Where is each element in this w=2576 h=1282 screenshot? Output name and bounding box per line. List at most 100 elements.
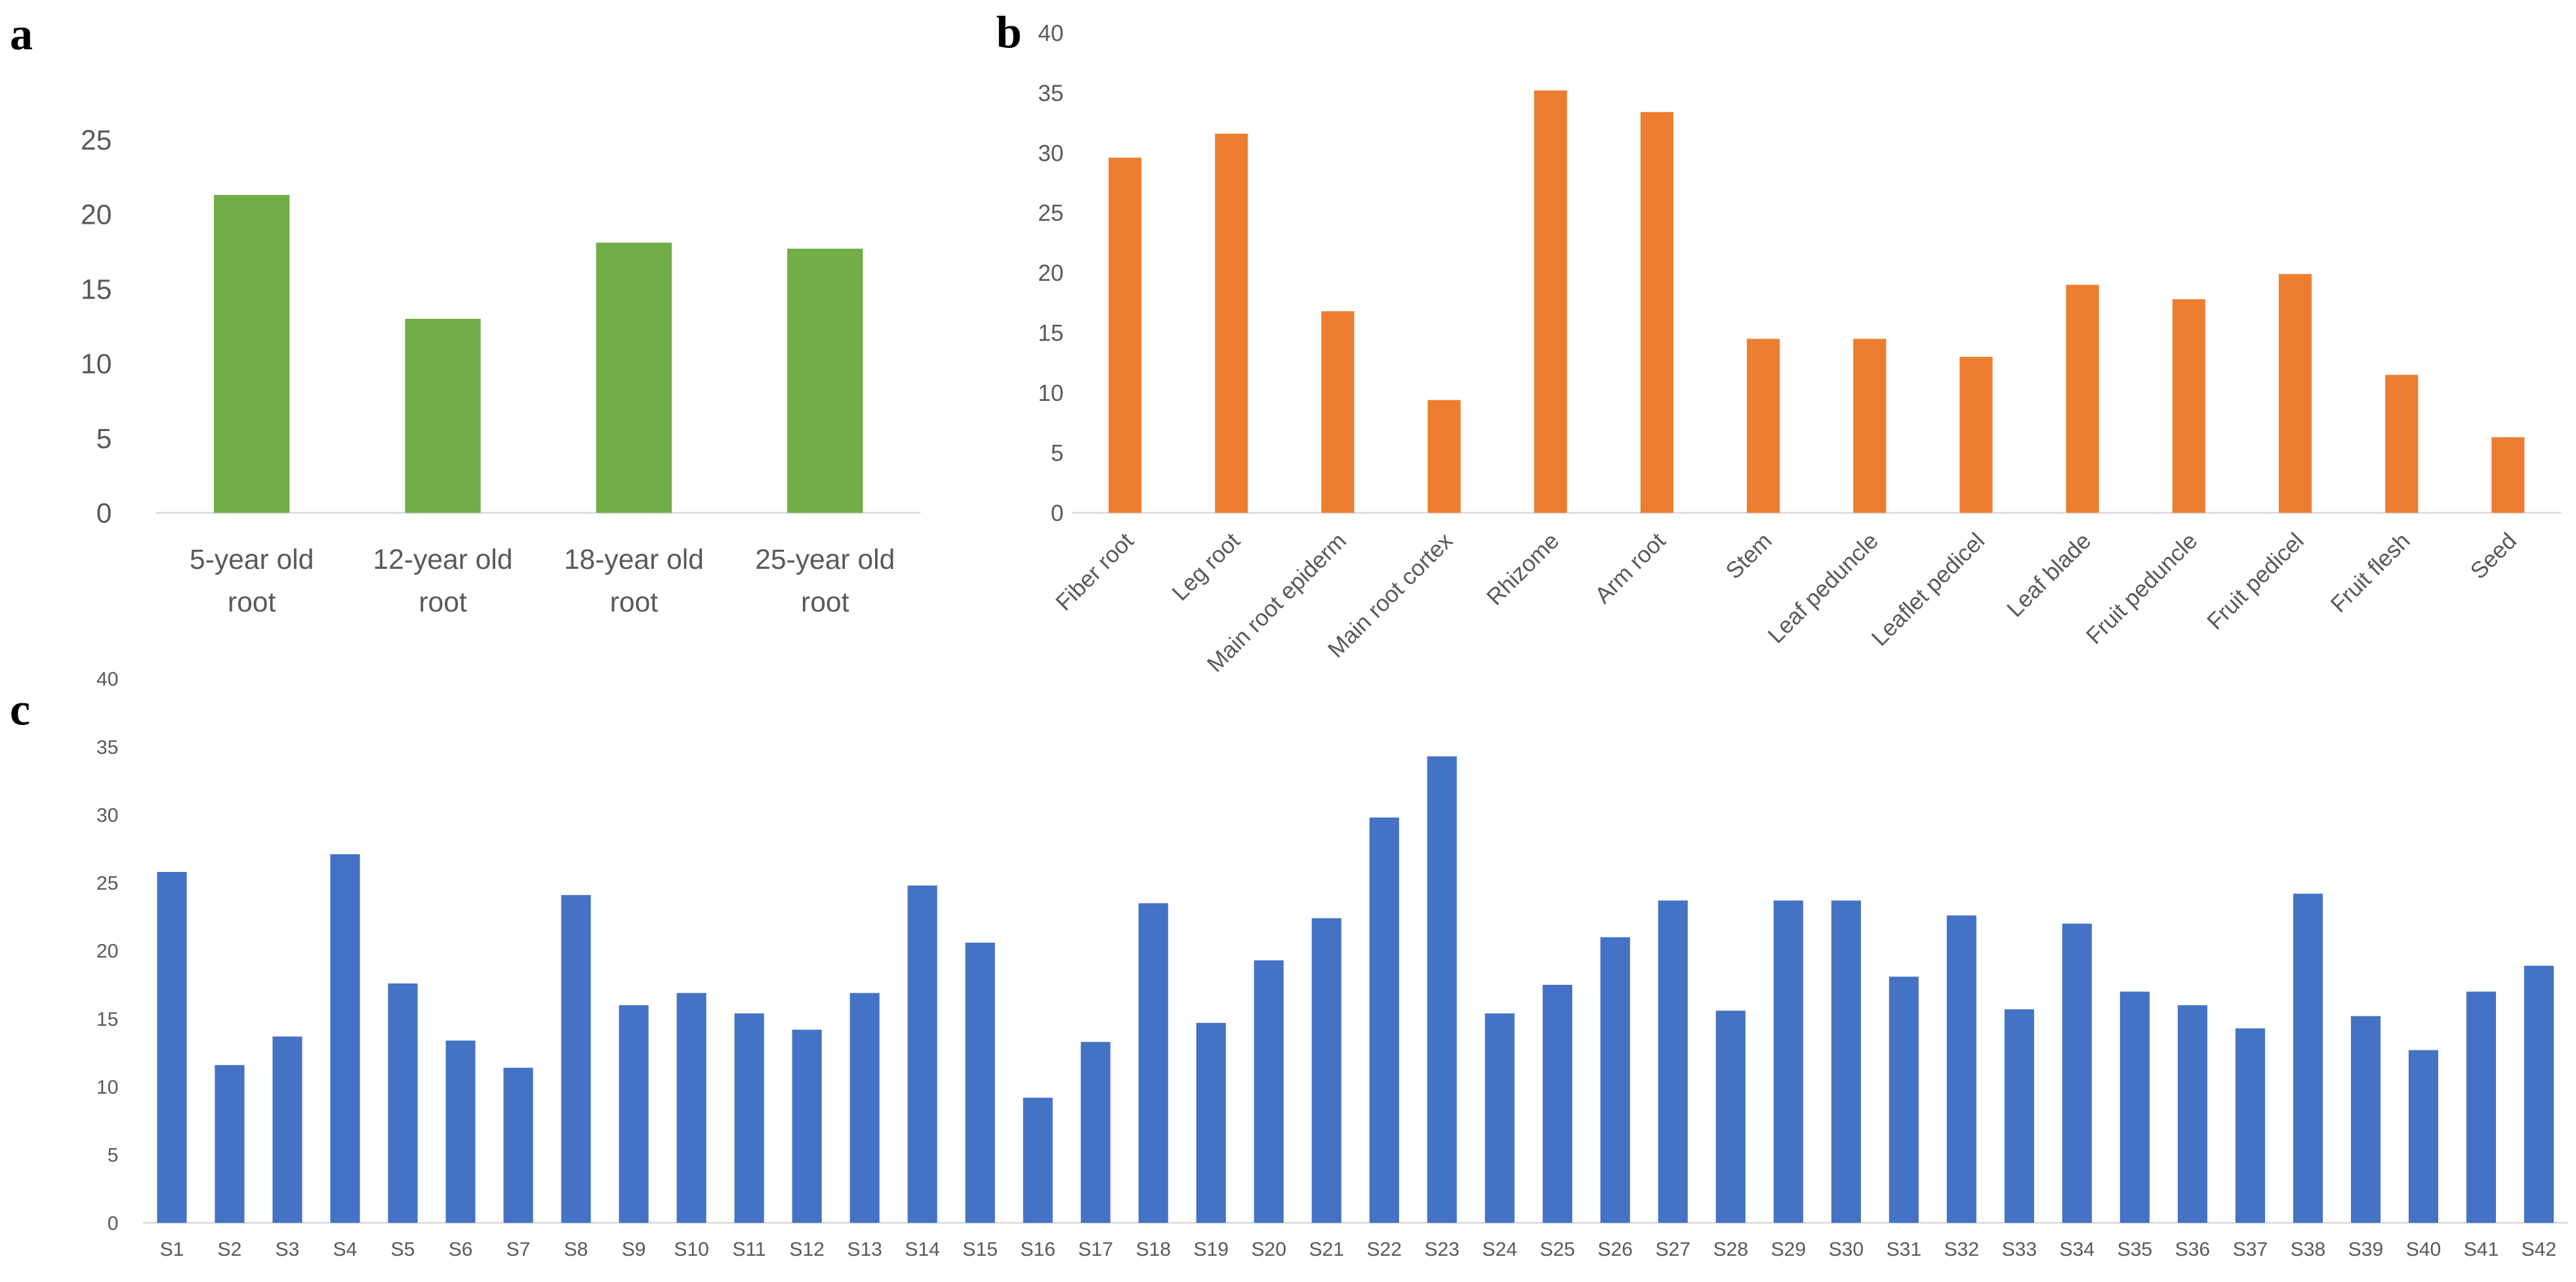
x-tick-label: Stem [1721, 528, 1776, 584]
bar-s30 [1831, 900, 1861, 1223]
x-tick-label: S38 [2291, 1239, 2325, 1260]
bar-s17 [1080, 1042, 1111, 1223]
x-tick-label: S26 [1598, 1239, 1633, 1260]
chart-c: 0 5 10 15 20 25 30 35 40 S1 S2 S3 S4 S5 S6 S7 S8 S9 S10 S11… [96, 669, 2568, 1260]
x-tick-label: S36 [2175, 1239, 2210, 1260]
x-tick-label: S5 [391, 1239, 415, 1260]
x-tick-label: S22 [1367, 1239, 1402, 1260]
bar-stem [1747, 339, 1780, 513]
bar-s11 [734, 1013, 764, 1223]
y-tick-label: 0 [1051, 501, 1064, 526]
x-tick-label: 25-year old root [755, 544, 895, 618]
panel-label-b: b [996, 7, 1022, 58]
y-tick-label: 25 [81, 125, 112, 156]
y-tick-label: 40 [96, 669, 118, 690]
bar-s39 [2350, 1016, 2381, 1223]
bar-s18 [1138, 903, 1168, 1223]
x-tick-label: Leaflet pedicel [1867, 528, 1990, 651]
x-tick-label: Seed [2466, 528, 2522, 584]
y-tick-label: 5 [1051, 440, 1064, 466]
bar-s31 [1889, 976, 1919, 1223]
x-tick-label: S28 [1713, 1239, 1748, 1260]
bar-s19 [1196, 1023, 1226, 1223]
y-tick-label: 25 [96, 873, 118, 894]
bar-leaflet-pedicel [1959, 356, 1993, 513]
x-tick-label: 12-year old root [373, 544, 513, 618]
bar-rhizome [1534, 90, 1567, 513]
x-tick-label: S7 [506, 1239, 531, 1260]
bar-s25 [1542, 985, 1572, 1223]
bar-s6 [445, 1041, 476, 1223]
x-tick-label: S20 [1251, 1239, 1286, 1260]
x-tick-label: S17 [1078, 1239, 1113, 1260]
bar-s1 [157, 871, 187, 1223]
bar-5-year-old-root [214, 195, 290, 513]
x-tick-label: 5-year old root [190, 544, 314, 618]
x-tick-label: S32 [1944, 1239, 1979, 1260]
y-tick-label: 15 [96, 1008, 118, 1030]
x-tick-label: S29 [1771, 1239, 1806, 1260]
bar-s26 [1600, 937, 1630, 1223]
x-tick-label-line: 25-year old [755, 544, 895, 575]
bar-leg-root [1215, 133, 1248, 513]
bar-s23 [1427, 756, 1457, 1223]
bar-s21 [1311, 918, 1341, 1223]
x-tick-label: Leaf blade [2002, 528, 2096, 622]
bar-s9 [619, 1005, 649, 1223]
bar-fruit-flesh [2385, 375, 2419, 513]
bar-s34 [2062, 923, 2092, 1223]
panel-label-a: a [10, 9, 33, 60]
bar-s24 [1484, 1013, 1515, 1223]
y-tick-label: 0 [96, 498, 112, 529]
x-tick-label: S8 [564, 1239, 588, 1260]
y-tick-label: 25 [1038, 201, 1063, 226]
x-tick-label: Fruit peduncle [2081, 528, 2203, 650]
x-tick-label-line: root [801, 587, 849, 618]
bar-s7 [503, 1067, 533, 1223]
y-tick-label: 10 [81, 348, 112, 380]
x-tick-label-line: 18-year old [564, 544, 704, 575]
x-tick-label: Rhizome [1482, 528, 1564, 610]
y-tick-label: 40 [1038, 20, 1063, 46]
y-tick-label: 20 [81, 199, 112, 231]
x-tick-label-line: 12-year old [373, 544, 513, 575]
x-tick-label: S33 [2002, 1239, 2037, 1260]
x-tick-label-line: root [228, 587, 276, 618]
x-tick-label: 18-year old root [564, 544, 704, 618]
bar-main-root-epiderm [1321, 311, 1355, 513]
bar-leaf-peduncle [1853, 339, 1887, 513]
y-tick-label: 30 [96, 804, 118, 826]
x-tick-label: S2 [218, 1239, 242, 1260]
x-tick-label: Fruit pedicel [2202, 528, 2309, 635]
bar-leaf-blade [2066, 285, 2099, 513]
bar-s3 [272, 1036, 302, 1223]
x-tick-label: Leaf peduncle [1763, 528, 1883, 648]
x-tick-label: S12 [789, 1239, 824, 1260]
x-tick-label: S4 [333, 1239, 358, 1260]
x-tick-label: S13 [847, 1239, 882, 1260]
bar-fiber-root [1108, 157, 1142, 513]
bar-seed [2491, 437, 2525, 513]
bar-25-year-old-root [787, 248, 863, 513]
x-tick-label: S19 [1193, 1239, 1228, 1260]
x-tick-label: S21 [1309, 1239, 1344, 1260]
bar-s33 [2004, 1009, 2034, 1223]
x-tick-label: S34 [2060, 1239, 2095, 1260]
y-tick-label: 20 [96, 941, 118, 962]
x-tick-label: S9 [622, 1239, 646, 1260]
bar-s16 [1023, 1098, 1053, 1223]
x-tick-label: Fiber root [1051, 528, 1139, 616]
bar-s28 [1715, 1010, 1746, 1223]
x-tick-label: S18 [1135, 1239, 1170, 1260]
bar-s8 [561, 895, 591, 1223]
bar-s27 [1658, 900, 1688, 1223]
bar-fruit-pedicel [2278, 274, 2312, 513]
x-tick-label: S40 [2406, 1239, 2441, 1260]
panel-label-c: c [10, 684, 30, 735]
y-tick-label: 5 [108, 1145, 119, 1167]
x-tick-label: S14 [905, 1239, 939, 1260]
bar-s12 [792, 1029, 822, 1223]
y-tick-label: 20 [1038, 260, 1063, 286]
